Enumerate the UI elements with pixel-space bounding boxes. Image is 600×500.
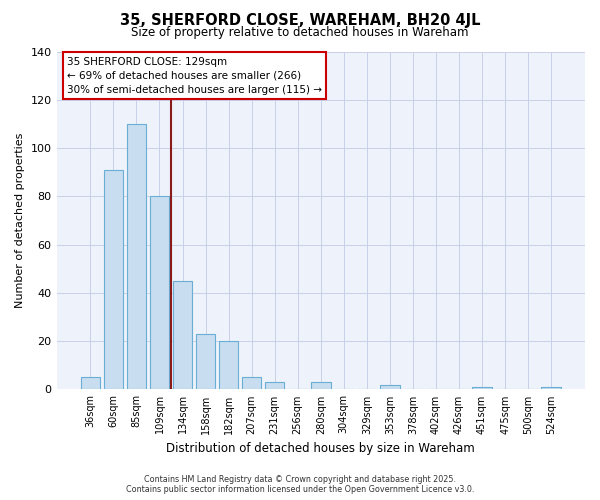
Text: 35 SHERFORD CLOSE: 129sqm
← 69% of detached houses are smaller (266)
30% of semi: 35 SHERFORD CLOSE: 129sqm ← 69% of detac…	[67, 56, 322, 94]
Bar	[127, 124, 146, 390]
Bar	[380, 384, 400, 390]
X-axis label: Distribution of detached houses by size in Wareham: Distribution of detached houses by size …	[166, 442, 475, 455]
Bar	[149, 196, 169, 390]
Bar	[472, 387, 492, 390]
Bar	[242, 378, 262, 390]
Bar	[219, 341, 238, 390]
Bar	[173, 281, 193, 390]
Bar	[541, 387, 561, 390]
Text: 35, SHERFORD CLOSE, WAREHAM, BH20 4JL: 35, SHERFORD CLOSE, WAREHAM, BH20 4JL	[120, 12, 480, 28]
Text: Contains HM Land Registry data © Crown copyright and database right 2025.: Contains HM Land Registry data © Crown c…	[144, 475, 456, 484]
Text: Contains public sector information licensed under the Open Government Licence v3: Contains public sector information licen…	[126, 485, 474, 494]
Bar	[80, 378, 100, 390]
Bar	[196, 334, 215, 390]
Bar	[265, 382, 284, 390]
Bar	[311, 382, 331, 390]
Bar	[104, 170, 123, 390]
Y-axis label: Number of detached properties: Number of detached properties	[15, 133, 25, 308]
Text: Size of property relative to detached houses in Wareham: Size of property relative to detached ho…	[131, 26, 469, 39]
